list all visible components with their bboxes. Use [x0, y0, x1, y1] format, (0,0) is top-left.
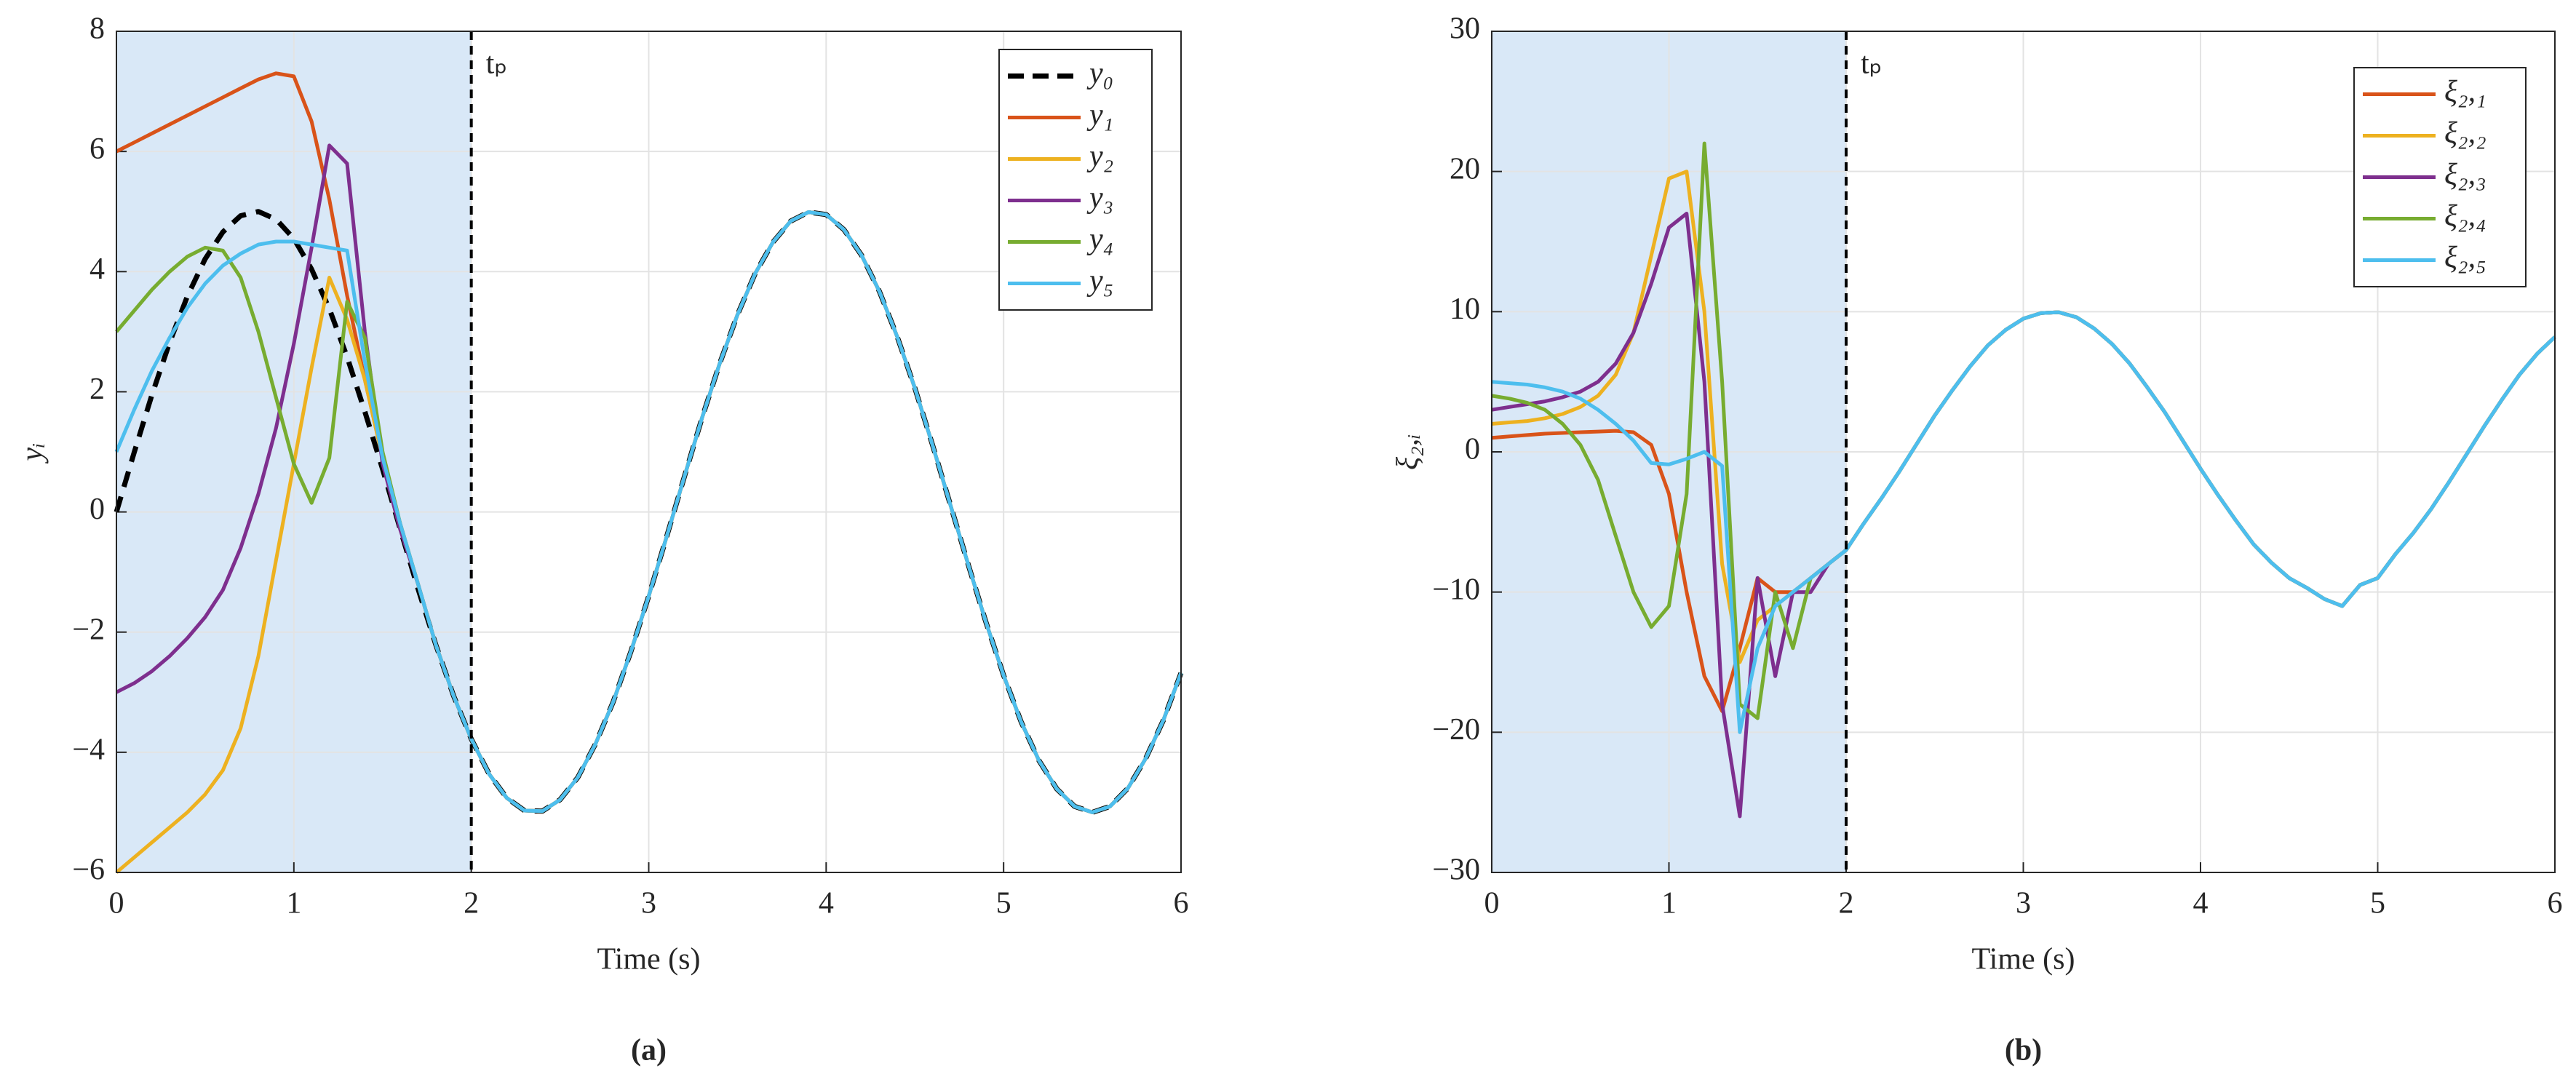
y-tick-label: 10 [1450, 293, 1480, 326]
x-tick-label: 4 [2193, 887, 2209, 920]
legend-label: y₅ [1086, 264, 1113, 298]
y-tick-label: 30 [1450, 12, 1480, 46]
x-tick-label: 2 [464, 887, 479, 920]
y-tick-label: −4 [72, 733, 105, 766]
axes-box [116, 31, 1182, 873]
annotation-label: tₚ [486, 47, 508, 81]
x-axis-label: Time (s) [1972, 943, 2075, 976]
legend-label: y₁ [1086, 98, 1113, 132]
x-tick-label: 1 [286, 887, 301, 920]
y-tick-label: 8 [90, 12, 105, 46]
y-tick-label: −2 [72, 613, 105, 646]
y-tick-label: 4 [90, 252, 105, 286]
x-tick-label: 3 [2016, 887, 2031, 920]
legend-label: ξ₂,₄ [2444, 199, 2486, 233]
y-tick-label: 20 [1450, 152, 1480, 186]
x-tick-label: 1 [1661, 887, 1677, 920]
y-tick-label: 2 [90, 373, 105, 406]
legend-label: y₃ [1086, 181, 1113, 215]
caption: (b) [2005, 1034, 2042, 1067]
legend-label: y₄ [1086, 223, 1113, 256]
x-axis-label: Time (s) [597, 943, 701, 976]
y-tick-label: 0 [1465, 433, 1480, 466]
legend-label: ξ₂,₂ [2444, 116, 2486, 150]
y-tick-label: −6 [72, 854, 105, 887]
x-tick-label: 3 [641, 887, 656, 920]
y-axis-label: ξ₂,ᵢ [1391, 434, 1425, 470]
legend-label: y₂ [1086, 140, 1113, 173]
legend-box [998, 49, 1153, 311]
caption: (a) [631, 1034, 667, 1067]
y-tick-label: −20 [1432, 713, 1480, 747]
axes-box [1491, 31, 2556, 873]
x-tick-label: 6 [1174, 887, 1189, 920]
x-tick-label: 2 [1839, 887, 1854, 920]
y-tick-label: 0 [90, 493, 105, 526]
y-tick-label: −10 [1432, 573, 1480, 606]
series-line [1491, 310, 2556, 734]
y-axis-label: yᵢ [16, 442, 49, 464]
legend-label: ξ₂,₃ [2444, 158, 2486, 191]
x-tick-label: 5 [996, 887, 1011, 920]
x-tick-label: 0 [109, 887, 124, 920]
x-tick-label: 4 [819, 887, 834, 920]
x-tick-label: 0 [1484, 887, 1500, 920]
legend-label: y₀ [1086, 57, 1113, 90]
legend-label: ξ₂,₁ [2444, 75, 2486, 108]
y-tick-label: 6 [90, 132, 105, 166]
legend-label: ξ₂,₅ [2444, 241, 2486, 274]
x-tick-label: 6 [2548, 887, 2563, 920]
x-tick-label: 5 [2370, 887, 2385, 920]
series-line [114, 210, 1183, 814]
annotation-label: tₚ [1861, 47, 1883, 81]
y-tick-label: −30 [1432, 854, 1480, 887]
